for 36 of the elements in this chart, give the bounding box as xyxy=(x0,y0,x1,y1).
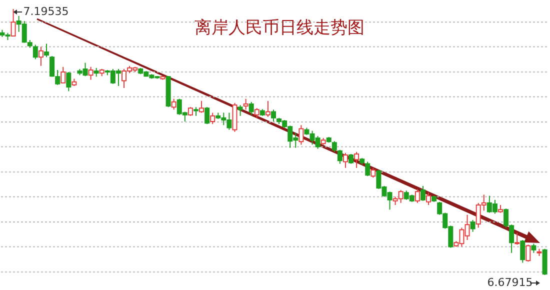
candlestick xyxy=(370,167,376,178)
candlestick xyxy=(254,108,260,118)
candlestick xyxy=(470,219,476,232)
candlestick xyxy=(265,100,270,118)
candlestick xyxy=(337,149,342,164)
candlestick xyxy=(199,100,204,114)
candlestick xyxy=(271,109,276,122)
candlestick xyxy=(526,244,531,262)
candlestick xyxy=(248,101,254,116)
candlestick xyxy=(348,153,354,164)
candlestick xyxy=(32,44,38,60)
candlestick xyxy=(210,112,216,125)
candlestick xyxy=(243,98,248,110)
text: 离岸人民币日线走势图 xyxy=(194,18,364,38)
candlestick xyxy=(204,106,210,125)
annotation: 7.19535 xyxy=(23,5,69,18)
candlestick xyxy=(420,185,426,202)
candlestick xyxy=(88,66,94,80)
candlestick xyxy=(238,104,243,116)
candlestick xyxy=(414,188,420,204)
candlestick xyxy=(298,124,304,146)
candlestick xyxy=(365,161,370,177)
candlestick xyxy=(332,140,337,152)
candlestick xyxy=(354,151,360,168)
candlestick xyxy=(342,152,348,168)
candlestick xyxy=(514,232,520,246)
candlestick xyxy=(44,43,50,58)
candlestick xyxy=(531,243,536,254)
candlestick xyxy=(426,192,432,206)
candlestick xyxy=(60,66,66,84)
candlestick xyxy=(66,72,72,92)
candlestick xyxy=(38,46,44,66)
candlestick xyxy=(10,8,16,36)
candlestick xyxy=(520,240,526,264)
candlestick xyxy=(171,98,176,110)
text: 6.67915 xyxy=(487,276,533,289)
